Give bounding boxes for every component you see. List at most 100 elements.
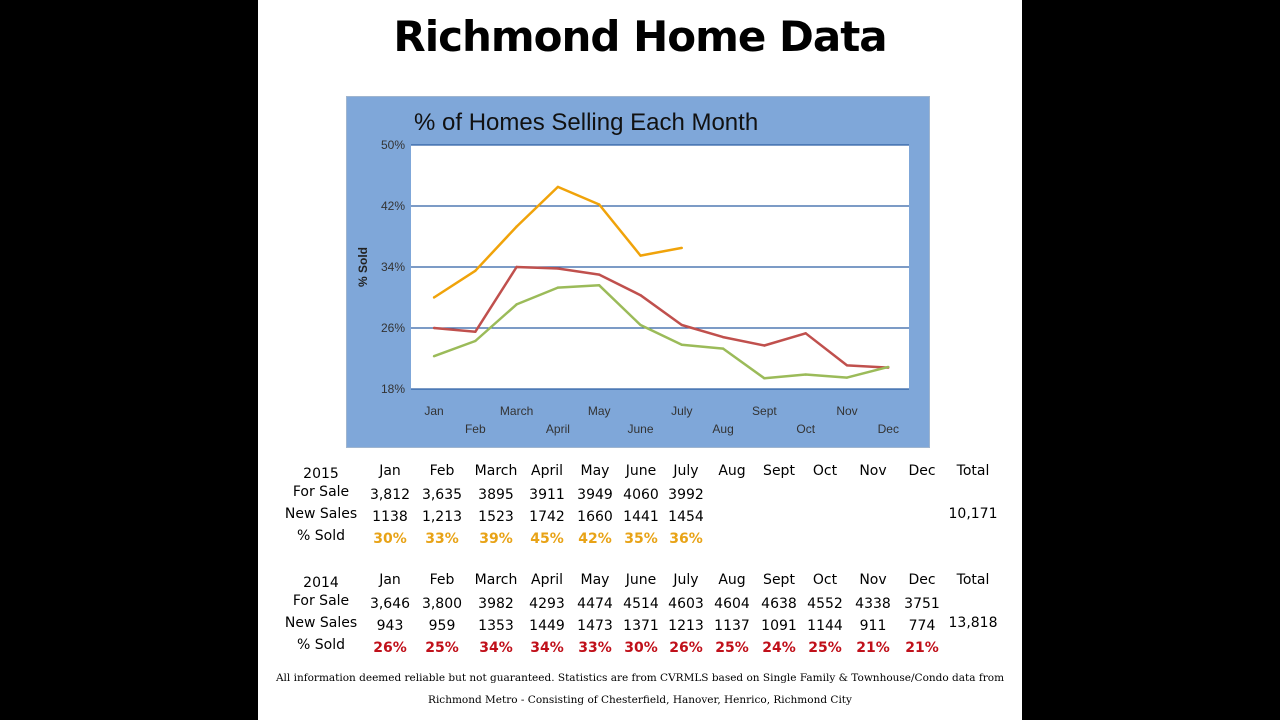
x-tick-label: Feb [465, 422, 486, 436]
for-sale-cell: 3949 [577, 487, 613, 503]
y-tick-label: 26% [381, 321, 405, 335]
series-point-ygreen [515, 303, 518, 306]
new-sales-cell: 1137 [714, 618, 750, 634]
for-sale-cell: 3,800 [421, 596, 463, 612]
pct-sold-cell: 25% [715, 640, 749, 656]
y-tick-label: 42% [381, 199, 405, 213]
series-point-y2015 [598, 203, 601, 206]
new-sales-cell: 1454 [668, 509, 704, 525]
month-header: March [474, 463, 518, 479]
new-sales-cell: 1441 [623, 509, 659, 525]
page-title: Richmond Home Data [393, 12, 887, 61]
series-point-ygreen [474, 339, 477, 343]
x-tick-label: Aug [712, 422, 733, 436]
month-header: Jan [379, 463, 401, 479]
new-sales-cell: 1091 [761, 618, 797, 634]
month-header: Dec [908, 572, 936, 588]
series-point-ygreen [639, 323, 642, 327]
footnote-line-1: All information deemed reliable but not … [275, 672, 1005, 684]
month-header: Dec [908, 463, 936, 479]
new-sales-cell: 774 [908, 618, 936, 634]
x-tick-label: April [546, 422, 570, 436]
series-point-y2015 [680, 246, 683, 250]
x-tick-label: Dec [878, 422, 899, 436]
series-point-y2015 [432, 296, 436, 299]
chart-title: % of Homes Selling Each Month [414, 109, 758, 136]
month-header: May [580, 572, 610, 588]
pct-sold-cell: 33% [578, 640, 612, 656]
month-header: Jan [379, 572, 401, 588]
series-point-y2014 [763, 344, 766, 347]
series-line-ygreen [433, 284, 889, 380]
new-sales-cell: 1523 [478, 509, 514, 525]
chart-panel: % of Homes Selling Each Month 50% 42% 34% 26… [346, 96, 930, 448]
series-point-y2014 [556, 267, 560, 270]
series-point-y2015 [474, 269, 477, 273]
for-sale-cell: 3751 [904, 596, 940, 612]
row-label-for-sale: For Sale [292, 484, 350, 500]
pct-sold-cell: 30% [373, 531, 407, 547]
for-sale-cell: 4514 [623, 596, 659, 612]
x-tick-label: May [588, 404, 611, 418]
for-sale-cell: 4060 [623, 487, 659, 503]
month-header: Feb [429, 572, 455, 588]
x-tick-label: Sept [752, 404, 777, 418]
total-value: 10,171 [948, 506, 998, 522]
row-label-pct-sold: % Sold [297, 637, 345, 653]
month-header: June [625, 463, 657, 479]
series-point-ygreen [763, 377, 766, 380]
series-point-y2014 [474, 330, 477, 334]
x-tick-label: June [627, 422, 653, 436]
series-point-ygreen [887, 365, 890, 369]
for-sale-cell: 4638 [761, 596, 797, 612]
y-axis-label: % Sold [356, 247, 370, 287]
series-point-y2014 [598, 273, 601, 276]
new-sales-cell: 1473 [577, 618, 613, 634]
for-sale-cell: 4293 [529, 596, 565, 612]
pct-sold-cell: 35% [624, 531, 658, 547]
year-label: 2014 [303, 575, 339, 591]
month-header: July [673, 463, 699, 479]
y-tick-label: 34% [381, 260, 405, 274]
for-sale-cell: 3911 [529, 487, 565, 503]
new-sales-cell: 1449 [529, 618, 565, 634]
for-sale-cell: 3982 [478, 596, 514, 612]
for-sale-cell: 4338 [855, 596, 891, 612]
pct-sold-cell: 33% [425, 531, 459, 547]
series-point-ygreen [598, 284, 601, 287]
month-header: Feb [429, 463, 455, 479]
series-point-ygreen [845, 376, 849, 379]
y-tick-label: 50% [381, 138, 405, 152]
new-sales-cell: 943 [376, 618, 404, 634]
y-tick-label: 18% [381, 382, 405, 396]
series-point-y2015 [639, 254, 642, 257]
series-point-y2014 [804, 332, 807, 335]
new-sales-cell: 959 [428, 618, 456, 634]
month-header: Aug [718, 572, 746, 588]
series-point-ygreen [432, 355, 436, 358]
month-header: Nov [859, 463, 887, 479]
series-point-ygreen [804, 373, 807, 376]
x-tick-label: Nov [836, 404, 857, 418]
pct-sold-cell: 45% [530, 531, 564, 547]
series-point-y2015 [556, 185, 560, 189]
pct-sold-cell: 25% [425, 640, 459, 656]
pct-sold-cell: 24% [762, 640, 796, 656]
pct-sold-cell: 25% [808, 640, 842, 656]
pct-sold-cell: 26% [669, 640, 703, 656]
year-label: 2015 [303, 466, 339, 482]
new-sales-cell: 1138 [372, 509, 408, 525]
total-header: Total [956, 463, 990, 479]
pct-sold-cell: 26% [373, 640, 407, 656]
for-sale-cell: 4604 [714, 596, 750, 612]
slide: Richmond Home Data % of Homes Selling Ea… [258, 0, 1022, 720]
pct-sold-cell: 21% [905, 640, 939, 656]
new-sales-cell: 1371 [623, 618, 659, 634]
series-point-ygreen [721, 347, 725, 350]
x-tick-label: July [671, 404, 692, 418]
month-header: Oct [812, 572, 838, 588]
series-point-y2014 [845, 364, 849, 367]
month-header: Sept [763, 572, 795, 588]
month-header: April [531, 463, 563, 479]
row-label-pct-sold: % Sold [297, 528, 345, 544]
